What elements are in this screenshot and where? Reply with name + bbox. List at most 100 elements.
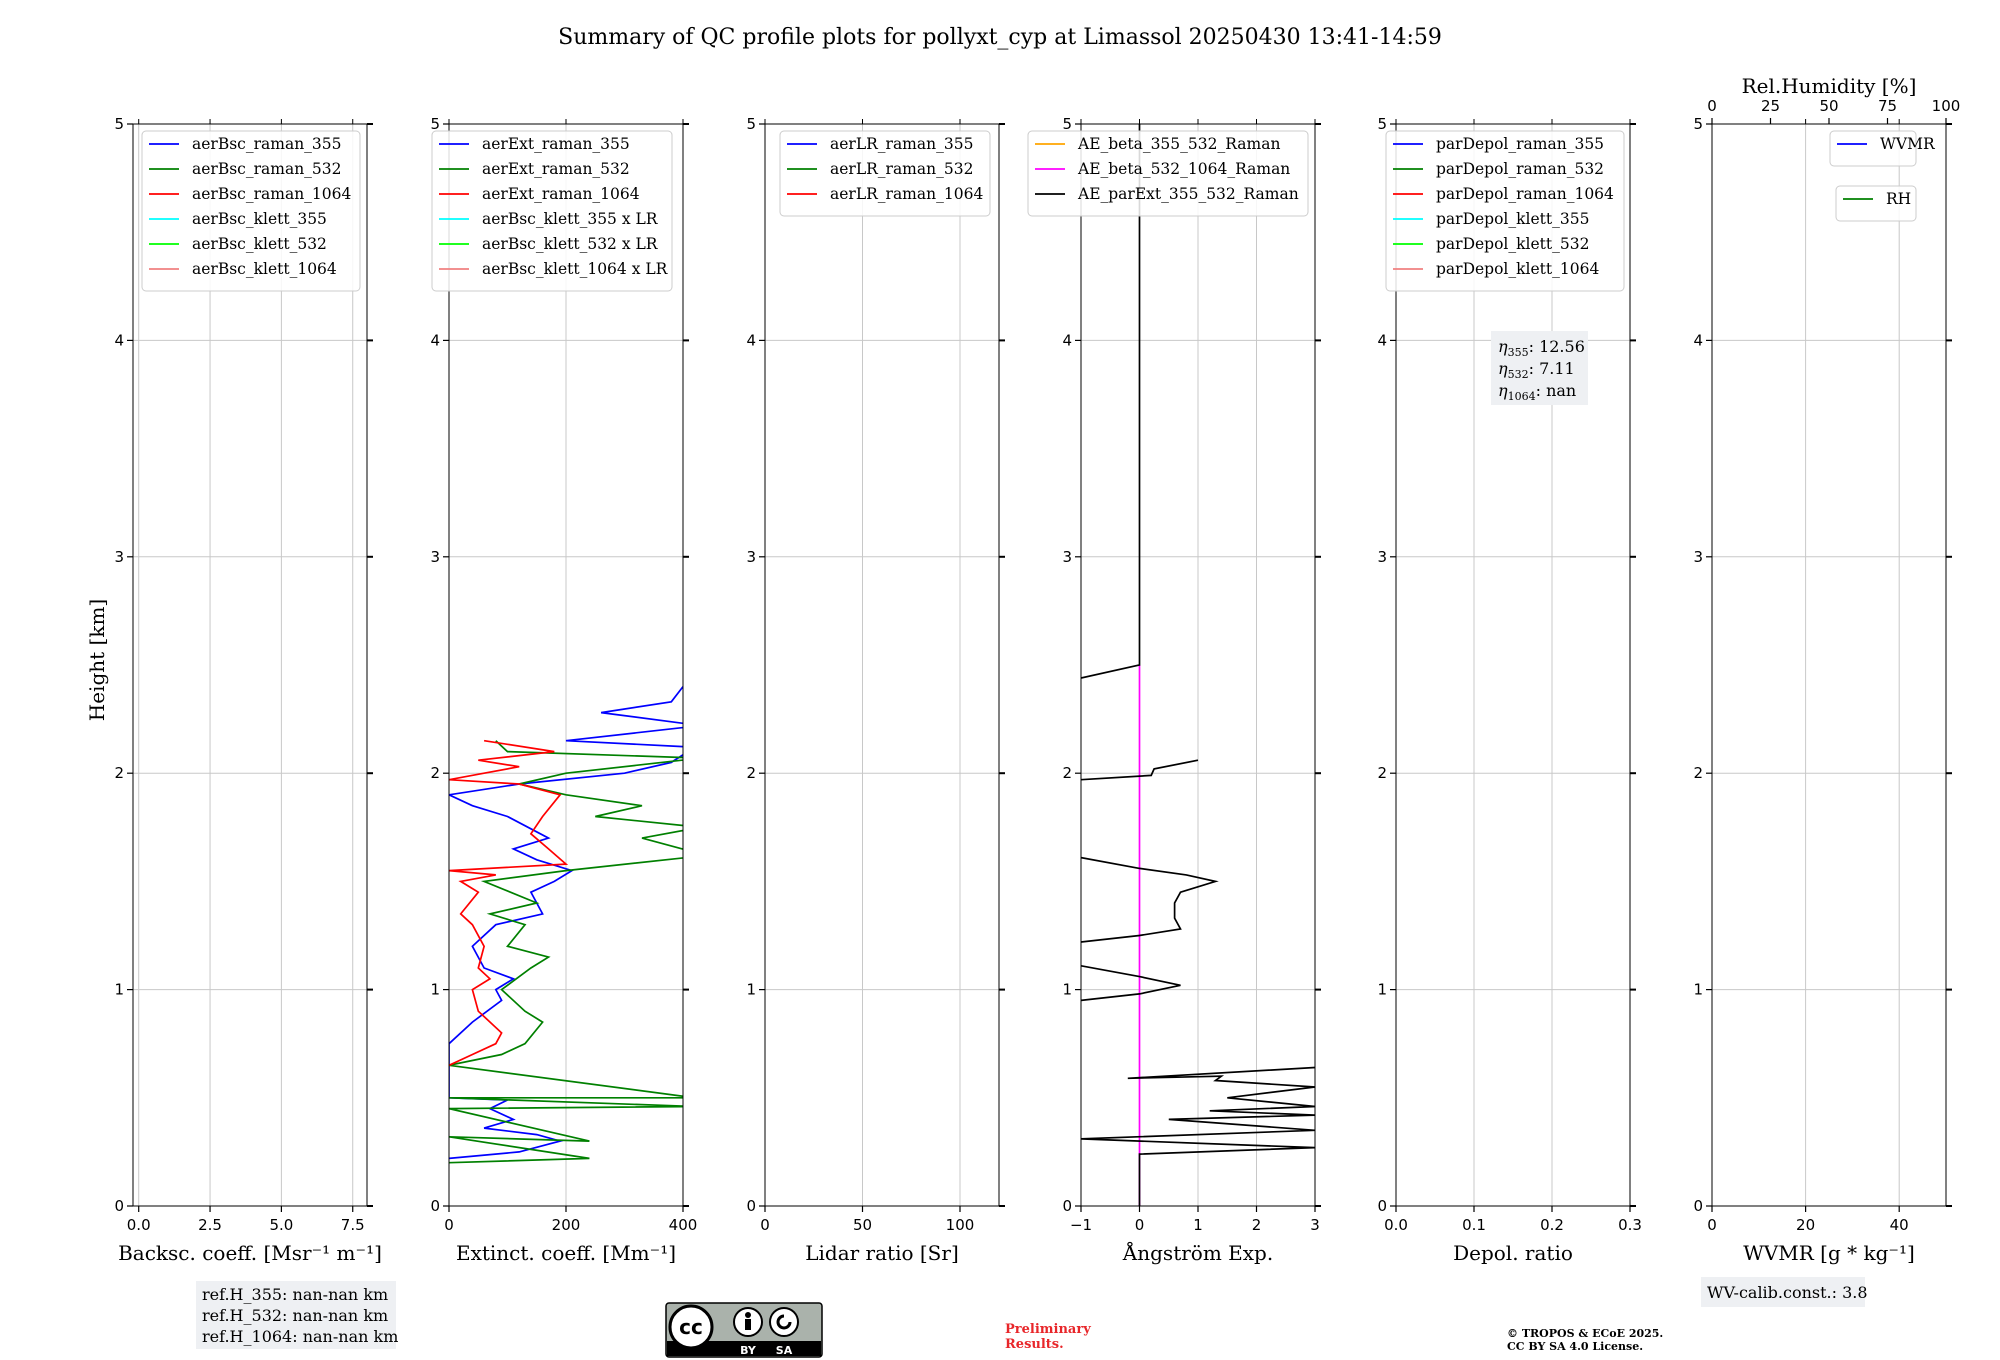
x-tick-label: −1	[1070, 1216, 1092, 1234]
series-line-aerExt_raman_532	[449, 740, 683, 1164]
x-axis-label-text: Lidar ratio [Sr]	[805, 1241, 959, 1265]
x-tick-label: 1	[1193, 1216, 1203, 1234]
by-person-body	[745, 1319, 751, 1330]
y-tick-label: 5	[114, 115, 124, 133]
x-axis-label: Depol. ratio	[1453, 1241, 1573, 1265]
legend-entry: aerBsc_klett_532	[192, 235, 327, 253]
series-line-aerExt_raman_1064	[449, 739, 569, 1067]
x-tick-label: 400	[669, 1216, 698, 1234]
legend-box	[141, 130, 361, 292]
legend-entry: aerBsc_klett_1064 x LR	[482, 260, 669, 278]
y-tick-label: 4	[430, 331, 440, 349]
legend-entry: RH	[1886, 190, 1911, 208]
legend-box-rh	[1835, 185, 1917, 222]
y-tick-label: 5	[1693, 115, 1703, 133]
y-tick-label: 0	[1377, 1197, 1387, 1215]
panel-bsc: 0 1 2 3 4 5 0.0 2.5 5.0 7.5 Backsc. coeff. [Msr⁻¹ …	[114, 115, 381, 1265]
x-tick-label: 0.2	[1540, 1216, 1564, 1234]
copyright-text: © TROPOS & ECoE 2025.	[1507, 1327, 1663, 1340]
legend-entry: aerBsc_klett_532 x LR	[482, 235, 659, 253]
eta-box-bg	[1491, 331, 1588, 405]
top-x-tick-label: 75	[1878, 97, 1897, 115]
y-tick-label: 2	[114, 764, 124, 782]
eta-value: η532: 7.11	[1498, 359, 1575, 381]
y-tick-label: 5	[430, 115, 440, 133]
y-tick-label: 1	[1377, 981, 1387, 999]
y-tick-label: 1	[1062, 981, 1072, 999]
x-tick-label: 3	[1310, 1216, 1320, 1234]
eta-subscript: 1064	[1508, 390, 1536, 403]
x-axis-label-text: Depol. ratio	[1453, 1241, 1573, 1265]
wv-calib-box: WV-calib.const.: 3.8	[1701, 1277, 1868, 1307]
refh-box: ref.H_355: nan-nan km ref.H_532: nan-nan …	[196, 1281, 398, 1349]
refh-line: ref.H_532: nan-nan km	[202, 1306, 388, 1325]
figure-title: Summary of QC profile plots for pollyxt_…	[558, 25, 1442, 50]
legend-entry: aerBsc_klett_355 x LR	[482, 210, 659, 228]
eta-subscript: 355	[1508, 346, 1529, 359]
x-tick-label: 5.0	[269, 1216, 293, 1234]
top-x-tick-label: 25	[1761, 97, 1780, 115]
cc-by-label: BY	[740, 1344, 757, 1357]
x-axis-label: Lidar ratio [Sr]	[805, 1241, 959, 1265]
legend-box	[431, 130, 673, 292]
y-tick-label: 0	[1062, 1197, 1072, 1215]
y-axis-label: Height [km]	[85, 599, 109, 721]
legend-entry: aerBsc_raman_532	[192, 160, 342, 178]
top-x-tick-label: 0	[1707, 97, 1717, 115]
preliminary-text: Preliminary	[1005, 1322, 1091, 1337]
refh-line: ref.H_1064: nan-nan km	[202, 1327, 398, 1346]
legend-box	[779, 130, 991, 217]
y-tick-label: 3	[430, 548, 440, 566]
refh-box-bg	[196, 1281, 396, 1349]
y-tick-label: 2	[746, 764, 756, 782]
y-tick-label: 4	[1377, 331, 1387, 349]
y-tick-label: 2	[1377, 764, 1387, 782]
legend-entry: aerExt_raman_355	[482, 135, 630, 153]
x-axis-label: Ångström Exp.	[1122, 1240, 1273, 1265]
legend-entry: parDepol_klett_532	[1436, 235, 1589, 253]
sa-arrow-icon	[776, 1314, 792, 1330]
legend-box-wvmr	[1829, 130, 1917, 167]
x-axis-label-unit: [g * kg⁻¹]	[1814, 1241, 1915, 1265]
panel-depol: 0 1 2 3 4 5 0.0 0.1 0.2 0.3 Depol. ratio parDepol_r…	[1377, 115, 1641, 1265]
axes-frame	[764, 123, 1000, 1207]
series-line-AE_parExt_355_532_Raman_e	[1081, 124, 1141, 679]
preliminary-text: Results.	[1005, 1337, 1064, 1352]
y-tick-label: 4	[746, 331, 756, 349]
y-tick-label: 2	[1693, 764, 1703, 782]
axes-frame	[1395, 123, 1631, 1207]
legend-entry: parDepol_klett_1064	[1436, 260, 1599, 278]
top-x-tick-label: 50	[1819, 97, 1838, 115]
eta-number: : nan	[1536, 381, 1577, 400]
eta-number: : 7.11	[1529, 359, 1575, 378]
panel-ext: 0 1 2 3 4 5 0 200 400 Extinct. coeff. [Mm⁻¹] aerEx…	[430, 115, 698, 1265]
cc-logo-text: cc	[679, 1315, 703, 1339]
cc-by-sa-badge: cc BY SA	[665, 1302, 823, 1358]
y-tick-label: 0	[430, 1197, 440, 1215]
y-tick-label: 5	[1062, 115, 1072, 133]
x-tick-label: 100	[946, 1216, 975, 1234]
legend-entry: aerBsc_raman_355	[192, 135, 342, 153]
cc-badge-strip	[667, 1341, 821, 1356]
x-tick-label: 0.1	[1462, 1216, 1486, 1234]
legend-entry: aerExt_raman_532	[482, 160, 630, 178]
x-axis-label-text: Ångström Exp.	[1122, 1240, 1273, 1265]
sa-share-icon	[769, 1307, 799, 1337]
y-tick-label: 1	[1693, 981, 1703, 999]
x-axis-label-text: Backsc. coeff. [Msr⁻¹ m⁻¹]	[118, 1241, 382, 1265]
y-tick-label: 3	[1377, 548, 1387, 566]
eta-value: η355: 12.56	[1498, 337, 1585, 359]
x-tick-label: 200	[552, 1216, 581, 1234]
y-tick-label: 5	[1377, 115, 1387, 133]
eta-symbol: η	[1498, 381, 1508, 400]
y-tick-label: 1	[746, 981, 756, 999]
y-tick-label: 3	[746, 548, 756, 566]
wv-calib-text: WV-calib.const.: 3.8	[1707, 1283, 1868, 1302]
cc-logo-icon	[668, 1304, 714, 1350]
axes-frame	[132, 123, 368, 1207]
y-tick-label: 1	[430, 981, 440, 999]
